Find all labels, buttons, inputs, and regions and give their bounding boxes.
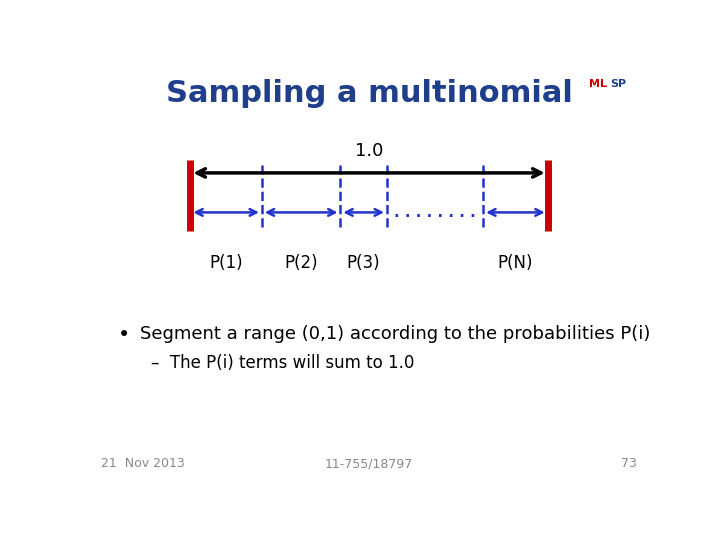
Text: P(2): P(2) [284,254,318,272]
Text: Sampling a multinomial: Sampling a multinomial [166,79,572,109]
Text: P(1): P(1) [210,254,243,272]
Text: Segment a range (0,1) according to the probabilities P(i): Segment a range (0,1) according to the p… [140,325,651,343]
Text: . . . . . . . .: . . . . . . . . [394,205,476,220]
Text: SP: SP [611,79,626,89]
Text: P(3): P(3) [347,254,380,272]
Text: –  The P(i) terms will sum to 1.0: – The P(i) terms will sum to 1.0 [151,354,415,372]
Text: 73: 73 [621,457,637,470]
Text: P(N): P(N) [498,254,534,272]
Text: ML: ML [590,79,608,89]
Text: •: • [118,325,130,345]
Text: 1.0: 1.0 [355,141,383,160]
Text: 11-755/18797: 11-755/18797 [325,457,413,470]
Text: 21  Nov 2013: 21 Nov 2013 [101,457,185,470]
